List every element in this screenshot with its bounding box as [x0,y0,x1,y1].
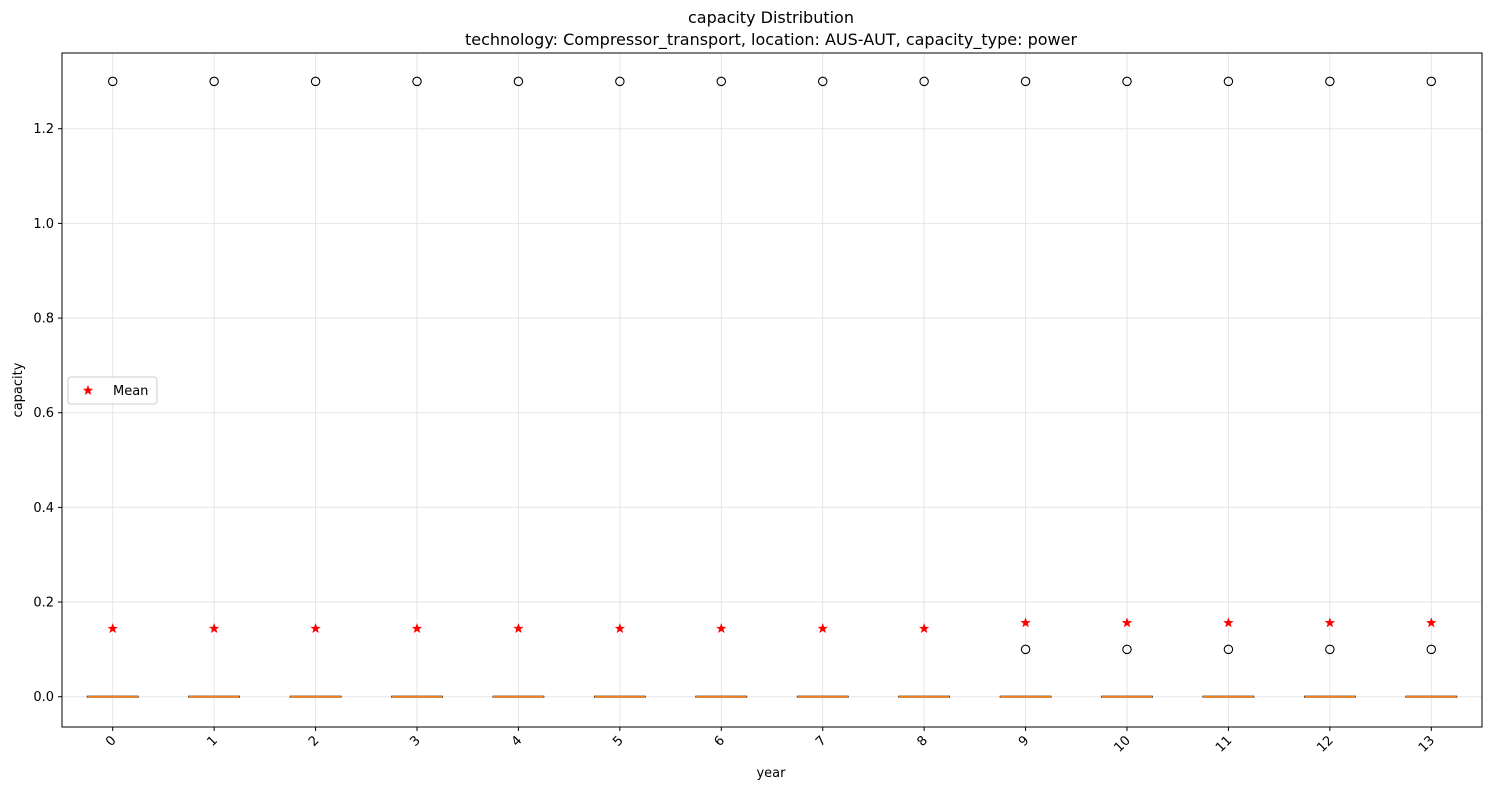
mean-marker [817,623,828,633]
outlier-point [919,76,929,87]
outlier-point [209,76,219,87]
mean-marker [513,623,524,633]
plot-area-frame [61,52,1483,728]
outlier-point [716,76,727,87]
y-tick-label: 0.4 [33,501,54,516]
outlier-point [1122,76,1132,87]
box-group [594,76,646,698]
y-tick-label: 1.0 [33,217,54,232]
box-group [898,76,950,698]
legend-mean-star-icon [82,385,94,395]
legend: Mean [67,376,158,405]
outlier-point [310,76,321,87]
outlier-point [1122,644,1132,655]
legend-frame [67,376,158,405]
outlier-point [1325,76,1335,87]
outlier-point [615,76,625,87]
legend-mean-label: Mean [113,384,148,399]
outlier-point [1426,644,1437,655]
mean-marker [1223,617,1234,628]
box-group [1405,76,1458,698]
x-axis-label: year [756,766,786,781]
outlier-point [513,76,524,87]
outlier-point [1223,76,1234,87]
outlier-point [1020,644,1031,655]
y-tick-label: 0.8 [33,312,54,327]
mean-marker [411,623,423,633]
outlier-point [107,76,118,87]
outlier-point [817,76,828,87]
box-group [289,76,342,698]
box-group [492,76,545,698]
box-group [391,76,443,698]
box-group [999,76,1052,698]
mean-marker [1324,617,1336,628]
chart-title: capacity Distribution [688,8,854,27]
y-tick-label: 1.2 [33,122,54,137]
mean-marker [716,623,727,633]
mean-marker [310,623,321,633]
outlier-point [1020,76,1031,87]
chart-subtitle: technology: Compressor_transport, locati… [465,30,1078,50]
mean-marker [1020,617,1031,628]
mean-marker [918,623,930,633]
box-group [695,76,748,698]
y-tick-label: 0.2 [33,596,54,611]
box-group [1304,76,1356,698]
mean-marker [107,623,118,633]
box-group [188,76,241,698]
box-group [86,76,139,698]
mean-marker [1426,617,1437,628]
mean-marker [208,623,220,633]
grid-lines [62,53,1482,727]
outlier-point [1223,644,1234,655]
y-tick-label: 0.0 [33,690,54,705]
y-axis-label: capacity [11,362,26,417]
outlier-point [412,76,422,87]
box-group [1202,76,1255,698]
outlier-point [1325,644,1335,655]
plot-marks [86,76,1458,698]
mean-marker [1121,617,1133,628]
outlier-point [1426,76,1437,87]
box-group [796,76,849,698]
y-tick-label: 0.6 [33,406,54,421]
box-group [1101,76,1153,698]
mean-marker [614,623,626,633]
